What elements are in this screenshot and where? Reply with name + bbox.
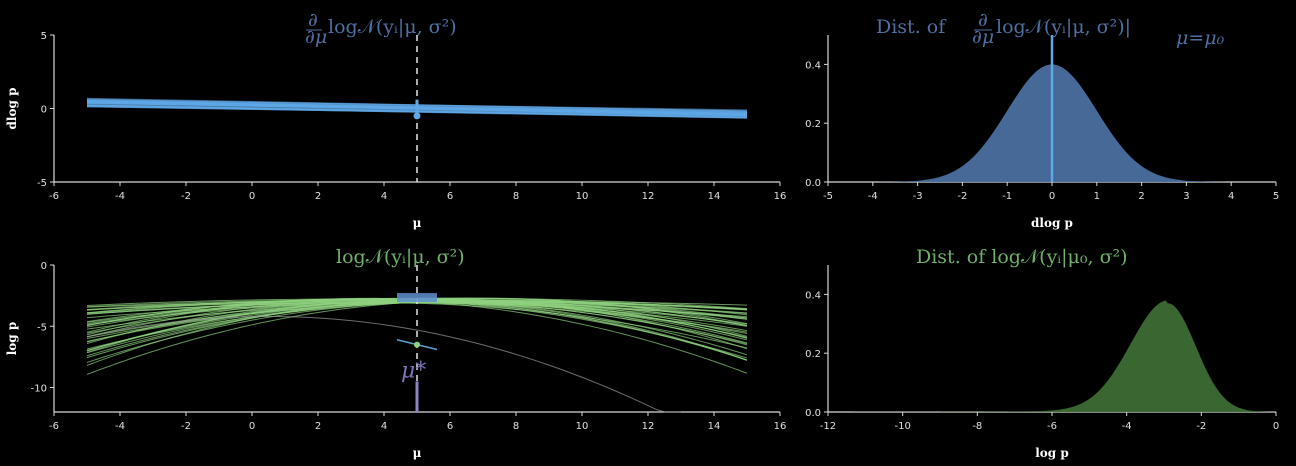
x-tick-label: 6 xyxy=(447,421,453,432)
x-tick-label: 2 xyxy=(315,191,321,202)
chart-top-left: -6 -4 -2 0 2 4 6 8 10 12 14 16 -5 0 5 μ dlog p xyxy=(5,31,786,230)
x-tick-label: -6 xyxy=(49,421,59,432)
svg-text:Dist. of: Dist. of xyxy=(876,16,947,38)
x-tick-label: 4 xyxy=(1228,191,1234,202)
title-bottom-left: log𝒩(yᵢ|μ, σ²) xyxy=(336,246,465,268)
y-tick-label: 0 xyxy=(41,261,47,272)
x-tick-label: 0 xyxy=(249,191,255,202)
title-top-right: Dist. of ∂ ∂μ log𝒩(yᵢ|μ, σ²)| μ=μ₀ xyxy=(876,9,1225,49)
y-tick-label: 0.0 xyxy=(805,408,821,419)
peak-highlight xyxy=(397,293,437,303)
x-axis-label: μ xyxy=(413,446,422,460)
x-tick-label: -2 xyxy=(957,191,967,202)
x-tick-label: 16 xyxy=(774,191,787,202)
y-tick-label: 0 xyxy=(41,105,47,116)
x-tick-label: -2 xyxy=(181,191,191,202)
x-tick-label: 14 xyxy=(708,191,721,202)
x-tick-label: 3 xyxy=(1183,191,1189,202)
x-tick-label: -5 xyxy=(823,191,833,202)
title-bottom-right: Dist. of log𝒩(yᵢ|μ₀, σ²) xyxy=(916,246,1128,268)
y-tick-label: 0.2 xyxy=(805,349,821,360)
x-axis-label: dlog p xyxy=(1031,216,1073,230)
x-tick-label: -2 xyxy=(181,421,191,432)
x-tick-label: 12 xyxy=(642,191,655,202)
x-tick-label: -2 xyxy=(1196,421,1206,432)
y-tick-label: 0.2 xyxy=(805,119,821,130)
x-tick-label: 10 xyxy=(576,191,589,202)
x-tick-label: 4 xyxy=(381,191,387,202)
x-tick-label: 16 xyxy=(774,421,787,432)
y-axis-label: log p xyxy=(5,322,19,356)
x-tick-label: -6 xyxy=(49,191,59,202)
x-tick-label: 2 xyxy=(1138,191,1144,202)
x-tick-label: 8 xyxy=(513,421,519,432)
y-tick-label: 0.4 xyxy=(805,290,821,301)
y-tick-label: -10 xyxy=(31,384,47,395)
x-tick-label: -10 xyxy=(894,421,910,432)
chart-bottom-right: -12 -10 -8 -6 -4 -2 0 0.0 0.2 0.4 log p xyxy=(805,265,1279,460)
svg-text:∂: ∂ xyxy=(978,9,988,31)
y-tick-label: -5 xyxy=(37,178,47,189)
density-area xyxy=(828,300,1276,412)
x-tick-label: 4 xyxy=(381,421,387,432)
y-tick-label: -5 xyxy=(37,322,47,333)
x-tick-label: -4 xyxy=(868,191,878,202)
x-tick-label: 8 xyxy=(513,191,519,202)
y-tick-label: 0.4 xyxy=(805,60,821,71)
x-tick-label: 2 xyxy=(315,421,321,432)
x-tick-label: 14 xyxy=(708,421,721,432)
x-tick-label: -3 xyxy=(913,191,923,202)
svg-text:log𝒩(yᵢ|μ, σ²): log𝒩(yᵢ|μ, σ²) xyxy=(328,16,457,38)
svg-text:∂: ∂ xyxy=(308,9,318,31)
x-tick-label: 10 xyxy=(576,421,589,432)
data-point xyxy=(413,112,421,120)
x-tick-label: 0 xyxy=(1273,421,1279,432)
chart-bottom-left: -6 -4 -2 0 2 4 6 8 10 12 14 16 -10 -5 0 μ log p μ* xyxy=(5,261,786,460)
title-top-left: ∂ ∂μ log𝒩(yᵢ|μ, σ²) xyxy=(305,9,457,48)
x-tick-label: 5 xyxy=(1273,191,1279,202)
svg-text:log𝒩(yᵢ|μ, σ²)|: log𝒩(yᵢ|μ, σ²)| xyxy=(996,16,1131,38)
y-axis-label: dlog p xyxy=(5,88,19,130)
x-axis-label: log p xyxy=(1035,446,1069,460)
x-tick-label: 0 xyxy=(249,421,255,432)
svg-text:∂μ: ∂μ xyxy=(305,26,327,48)
x-tick-label: 6 xyxy=(447,191,453,202)
x-tick-label: -4 xyxy=(115,421,125,432)
x-tick-label: -8 xyxy=(972,421,982,432)
outlier-curve xyxy=(86,315,681,413)
x-tick-label: 0 xyxy=(1049,191,1055,202)
x-tick-label: -12 xyxy=(820,421,836,432)
x-tick-label: 1 xyxy=(1094,191,1100,202)
svg-text:μ=μ₀: μ=μ₀ xyxy=(1176,27,1225,49)
x-tick-label: 12 xyxy=(642,421,655,432)
y-tick-label: 5 xyxy=(41,31,47,42)
x-tick-label: -4 xyxy=(1122,421,1132,432)
y-tick-label: 0.0 xyxy=(805,178,821,189)
x-axis-label: μ xyxy=(413,216,422,230)
chart-top-right: -5 -4 -3 -2 -1 0 1 2 3 4 5 0.0 0.2 0.4 dlog p xyxy=(805,35,1279,230)
x-tick-label: -1 xyxy=(1002,191,1012,202)
svg-text:∂μ: ∂μ xyxy=(972,26,994,48)
highlight-point xyxy=(414,341,420,348)
x-tick-label: -6 xyxy=(1047,421,1057,432)
x-tick-label: -4 xyxy=(115,191,125,202)
mu-star-label: μ* xyxy=(401,359,426,384)
